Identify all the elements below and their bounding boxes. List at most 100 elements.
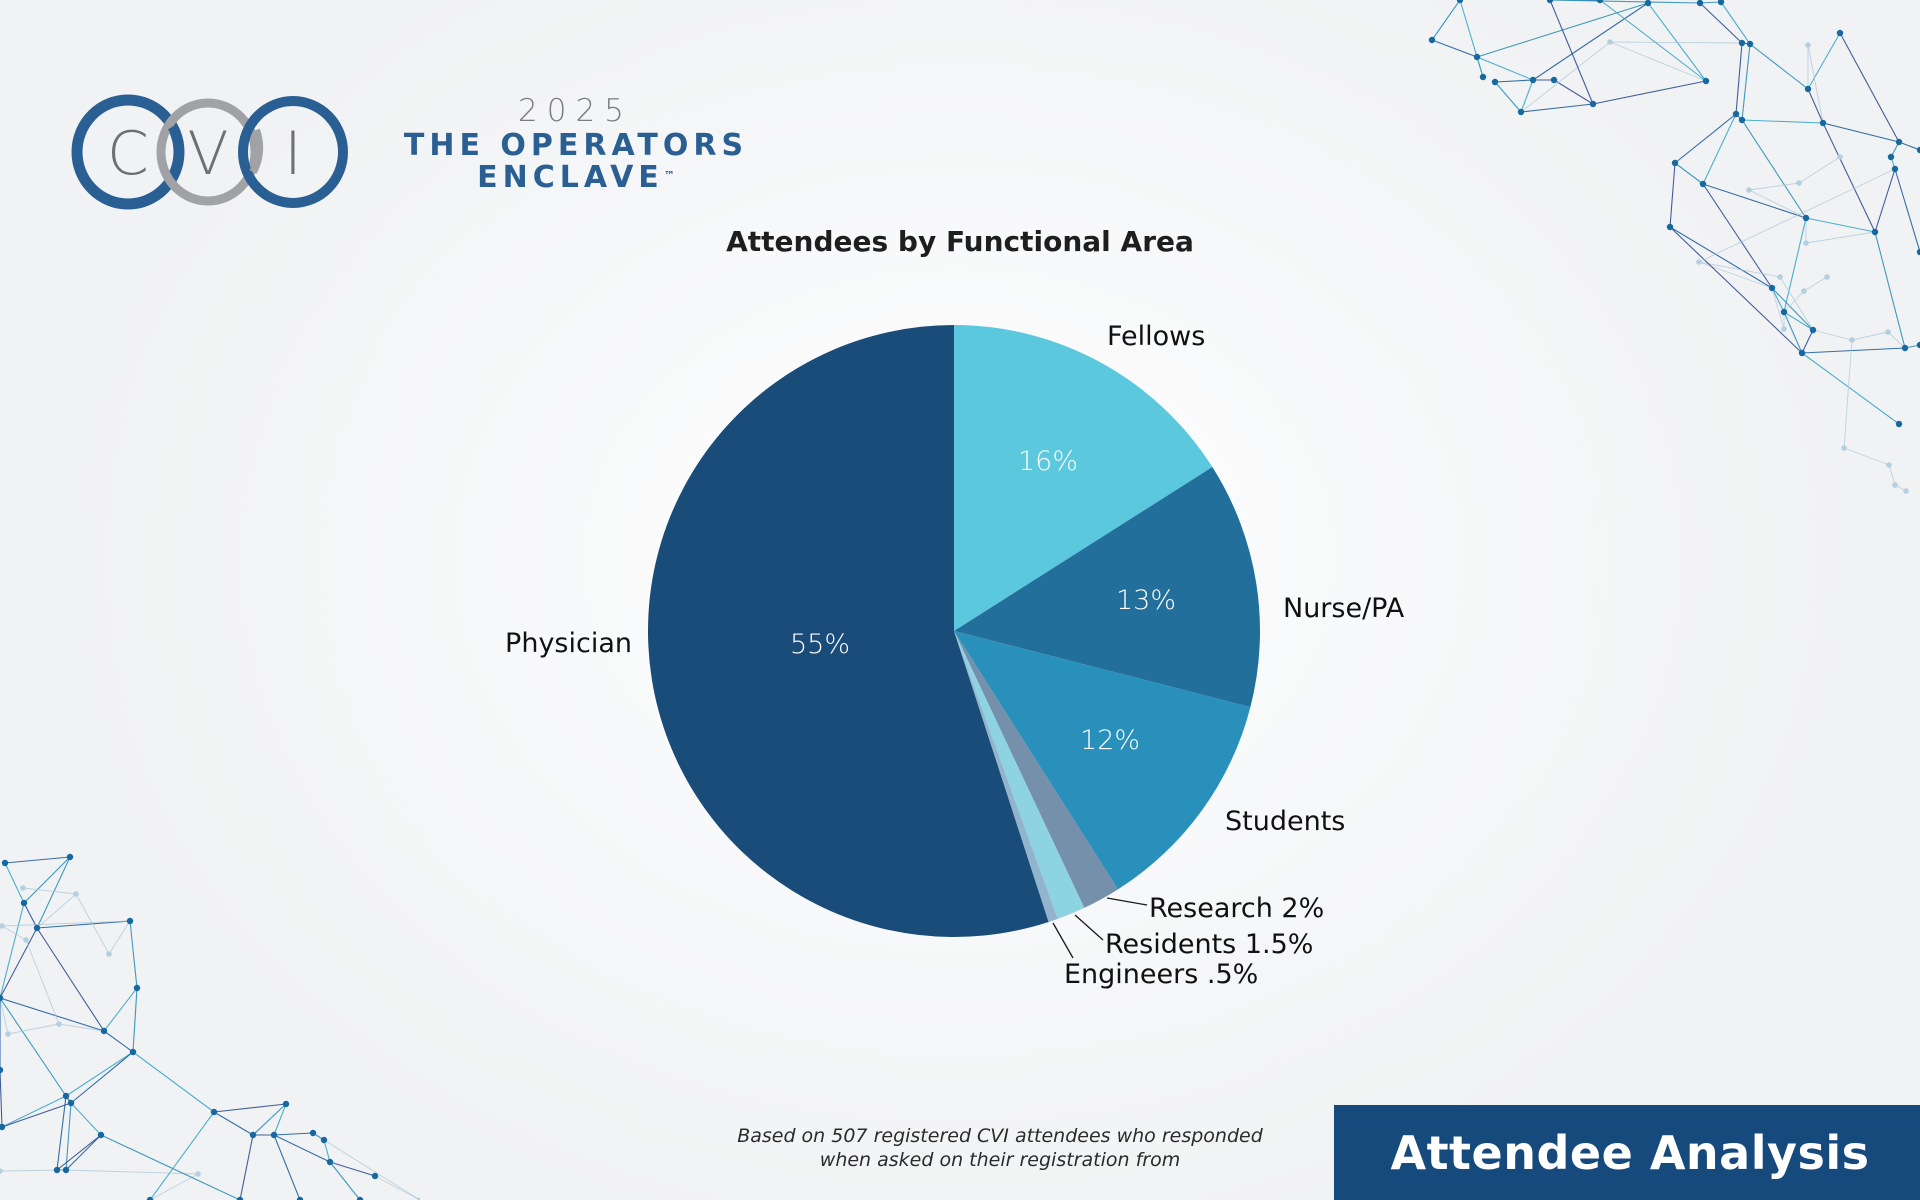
network-edge bbox=[239, 1134, 254, 1200]
network-edge bbox=[1549, 0, 1594, 105]
network-edge bbox=[36, 893, 77, 929]
network-node bbox=[1717, 0, 1725, 6]
network-edge bbox=[273, 1134, 301, 1200]
pie-value-label: 12% bbox=[1080, 725, 1140, 756]
network-node bbox=[20, 885, 26, 891]
network-node bbox=[210, 1108, 218, 1116]
network-edge bbox=[1771, 287, 1785, 313]
pie-value-label: 16% bbox=[1018, 446, 1078, 477]
network-node bbox=[1805, 42, 1811, 48]
network-node bbox=[1796, 180, 1802, 186]
network-node bbox=[1836, 29, 1844, 37]
network-edge bbox=[1822, 122, 1876, 233]
network-edge bbox=[1798, 156, 1841, 184]
logo-ring-middle bbox=[156, 98, 260, 206]
logo-letter-c: C bbox=[107, 119, 149, 189]
pie-category-label: Students bbox=[1225, 806, 1345, 837]
pie-slice-nurse-pa bbox=[954, 467, 1261, 708]
network-node bbox=[1491, 78, 1499, 86]
pie-leader-line bbox=[1052, 922, 1074, 959]
network-edge bbox=[323, 1139, 420, 1200]
network-edge bbox=[132, 1051, 215, 1113]
network-edge bbox=[1894, 168, 1920, 253]
network-node bbox=[1550, 76, 1558, 84]
network-node bbox=[129, 1048, 137, 1056]
network-edge bbox=[1699, 2, 1743, 44]
network-node bbox=[62, 1092, 70, 1100]
network-node bbox=[1746, 40, 1754, 48]
network-edge bbox=[56, 1134, 102, 1171]
pie-leader-lines bbox=[1052, 897, 1148, 959]
network-node bbox=[1901, 344, 1909, 352]
network-edge bbox=[273, 1103, 287, 1136]
network-edge bbox=[36, 856, 71, 929]
network-node bbox=[1871, 228, 1879, 236]
network-edge bbox=[1783, 217, 1807, 313]
network-edge bbox=[1669, 226, 1773, 289]
network-edge bbox=[1549, 0, 1701, 4]
network-decoration-top-right bbox=[1428, 0, 1920, 494]
pie-slice-residents bbox=[954, 631, 1085, 919]
network-edge bbox=[0, 902, 25, 999]
network-edge bbox=[132, 987, 138, 1053]
network-node bbox=[56, 1021, 62, 1027]
logo-ring-right bbox=[238, 96, 348, 208]
network-edge bbox=[1741, 119, 1807, 219]
network-node bbox=[1780, 308, 1788, 316]
pie-value-label: 13% bbox=[1116, 585, 1176, 616]
network-node bbox=[1819, 119, 1827, 127]
network-node bbox=[1803, 240, 1809, 246]
network-edge bbox=[56, 1095, 67, 1171]
network-edge bbox=[273, 1134, 331, 1163]
network-node bbox=[1885, 329, 1891, 335]
network-edge bbox=[0, 997, 105, 1032]
network-node bbox=[356, 1196, 364, 1200]
network-edge bbox=[323, 1139, 331, 1163]
network-node bbox=[1798, 349, 1806, 357]
network-node bbox=[1891, 165, 1899, 173]
network-edge bbox=[1702, 183, 1807, 219]
network-node bbox=[1473, 53, 1481, 61]
network-edge bbox=[22, 887, 77, 895]
network-node bbox=[1886, 462, 1892, 468]
network-node bbox=[23, 937, 29, 943]
pie-value-label: 55% bbox=[790, 629, 850, 660]
network-node bbox=[195, 1171, 201, 1177]
network-node bbox=[1768, 284, 1776, 292]
pie-slice-engineers bbox=[954, 631, 1058, 923]
network-edge bbox=[1669, 226, 1803, 354]
network-edge bbox=[1553, 79, 1594, 105]
network-node bbox=[133, 984, 141, 992]
network-edge bbox=[1698, 261, 1781, 278]
network-edge bbox=[1520, 41, 1611, 113]
network-edge bbox=[100, 1134, 241, 1200]
network-node bbox=[1916, 146, 1920, 154]
network-edge bbox=[1494, 79, 1534, 83]
pie-leader-line bbox=[1106, 897, 1148, 906]
network-node bbox=[1596, 0, 1604, 4]
network-edge bbox=[149, 1111, 215, 1200]
network-node bbox=[1666, 223, 1674, 231]
network-edge bbox=[103, 987, 138, 1032]
pie-chart: 16% Fellows 13% Nurse/PA 12% Students Research… bbox=[505, 321, 1405, 990]
logo-letter-v: V bbox=[187, 119, 228, 189]
logo-ring-interlock bbox=[168, 124, 184, 174]
logo-ring-interlock bbox=[249, 128, 264, 174]
network-edge bbox=[1888, 464, 1896, 486]
network-node bbox=[100, 1027, 108, 1035]
footnote-line1: Based on 507 registered CVI attendees wh… bbox=[737, 1125, 1263, 1147]
network-edge bbox=[1494, 81, 1522, 113]
network-node bbox=[1837, 154, 1843, 160]
trademark-symbol: ™ bbox=[663, 169, 675, 182]
network-node bbox=[249, 1131, 257, 1139]
network-node bbox=[0, 1168, 3, 1174]
network-node bbox=[1529, 76, 1537, 84]
network-node bbox=[1607, 39, 1613, 45]
network-edge bbox=[1748, 182, 1800, 191]
pie-slices bbox=[647, 325, 1261, 937]
network-edge bbox=[1647, 2, 1707, 82]
pie-slice-research bbox=[954, 631, 1118, 908]
network-edge bbox=[1807, 88, 1824, 124]
network-node bbox=[1, 859, 9, 867]
section-banner-label: Attendee Analysis bbox=[1390, 1125, 1870, 1180]
